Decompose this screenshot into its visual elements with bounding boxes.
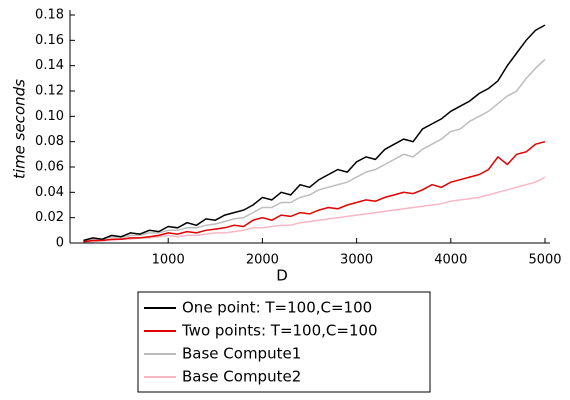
- x-axis-label: D: [276, 267, 288, 285]
- legend-label: Base Compute1: [182, 345, 301, 363]
- y-tick-label: 0.18: [35, 8, 64, 23]
- y-tick-label: 0.08: [35, 134, 64, 149]
- x-tick-label: 3000: [340, 253, 373, 268]
- x-tick-label: 1000: [152, 253, 185, 268]
- y-tick-label: 0: [56, 236, 64, 251]
- series-line: [83, 58, 546, 242]
- y-axis-label: time seconds: [11, 79, 29, 179]
- legend-box: [137, 291, 431, 393]
- legend-label: Two points: T=100,C=100: [181, 322, 378, 340]
- series-line: [83, 140, 546, 243]
- y-tick-label: 0.16: [35, 33, 64, 48]
- y-tick-label: 0.06: [35, 160, 64, 175]
- legend-label: Base Compute2: [182, 368, 301, 386]
- y-tick-label: 0.12: [35, 84, 64, 99]
- series-line: [83, 24, 546, 242]
- y-tick-label: 0.14: [35, 58, 64, 73]
- y-tick-label: 0.10: [35, 109, 64, 124]
- legend-label: One point: T=100,C=100: [182, 299, 372, 317]
- x-tick-label: 2000: [246, 253, 279, 268]
- x-tick-label: 5000: [528, 253, 561, 268]
- y-tick-label: 0.02: [35, 210, 64, 225]
- series-line: [83, 176, 546, 243]
- x-tick-label: 4000: [434, 253, 467, 268]
- y-tick-label: 0.04: [35, 185, 64, 200]
